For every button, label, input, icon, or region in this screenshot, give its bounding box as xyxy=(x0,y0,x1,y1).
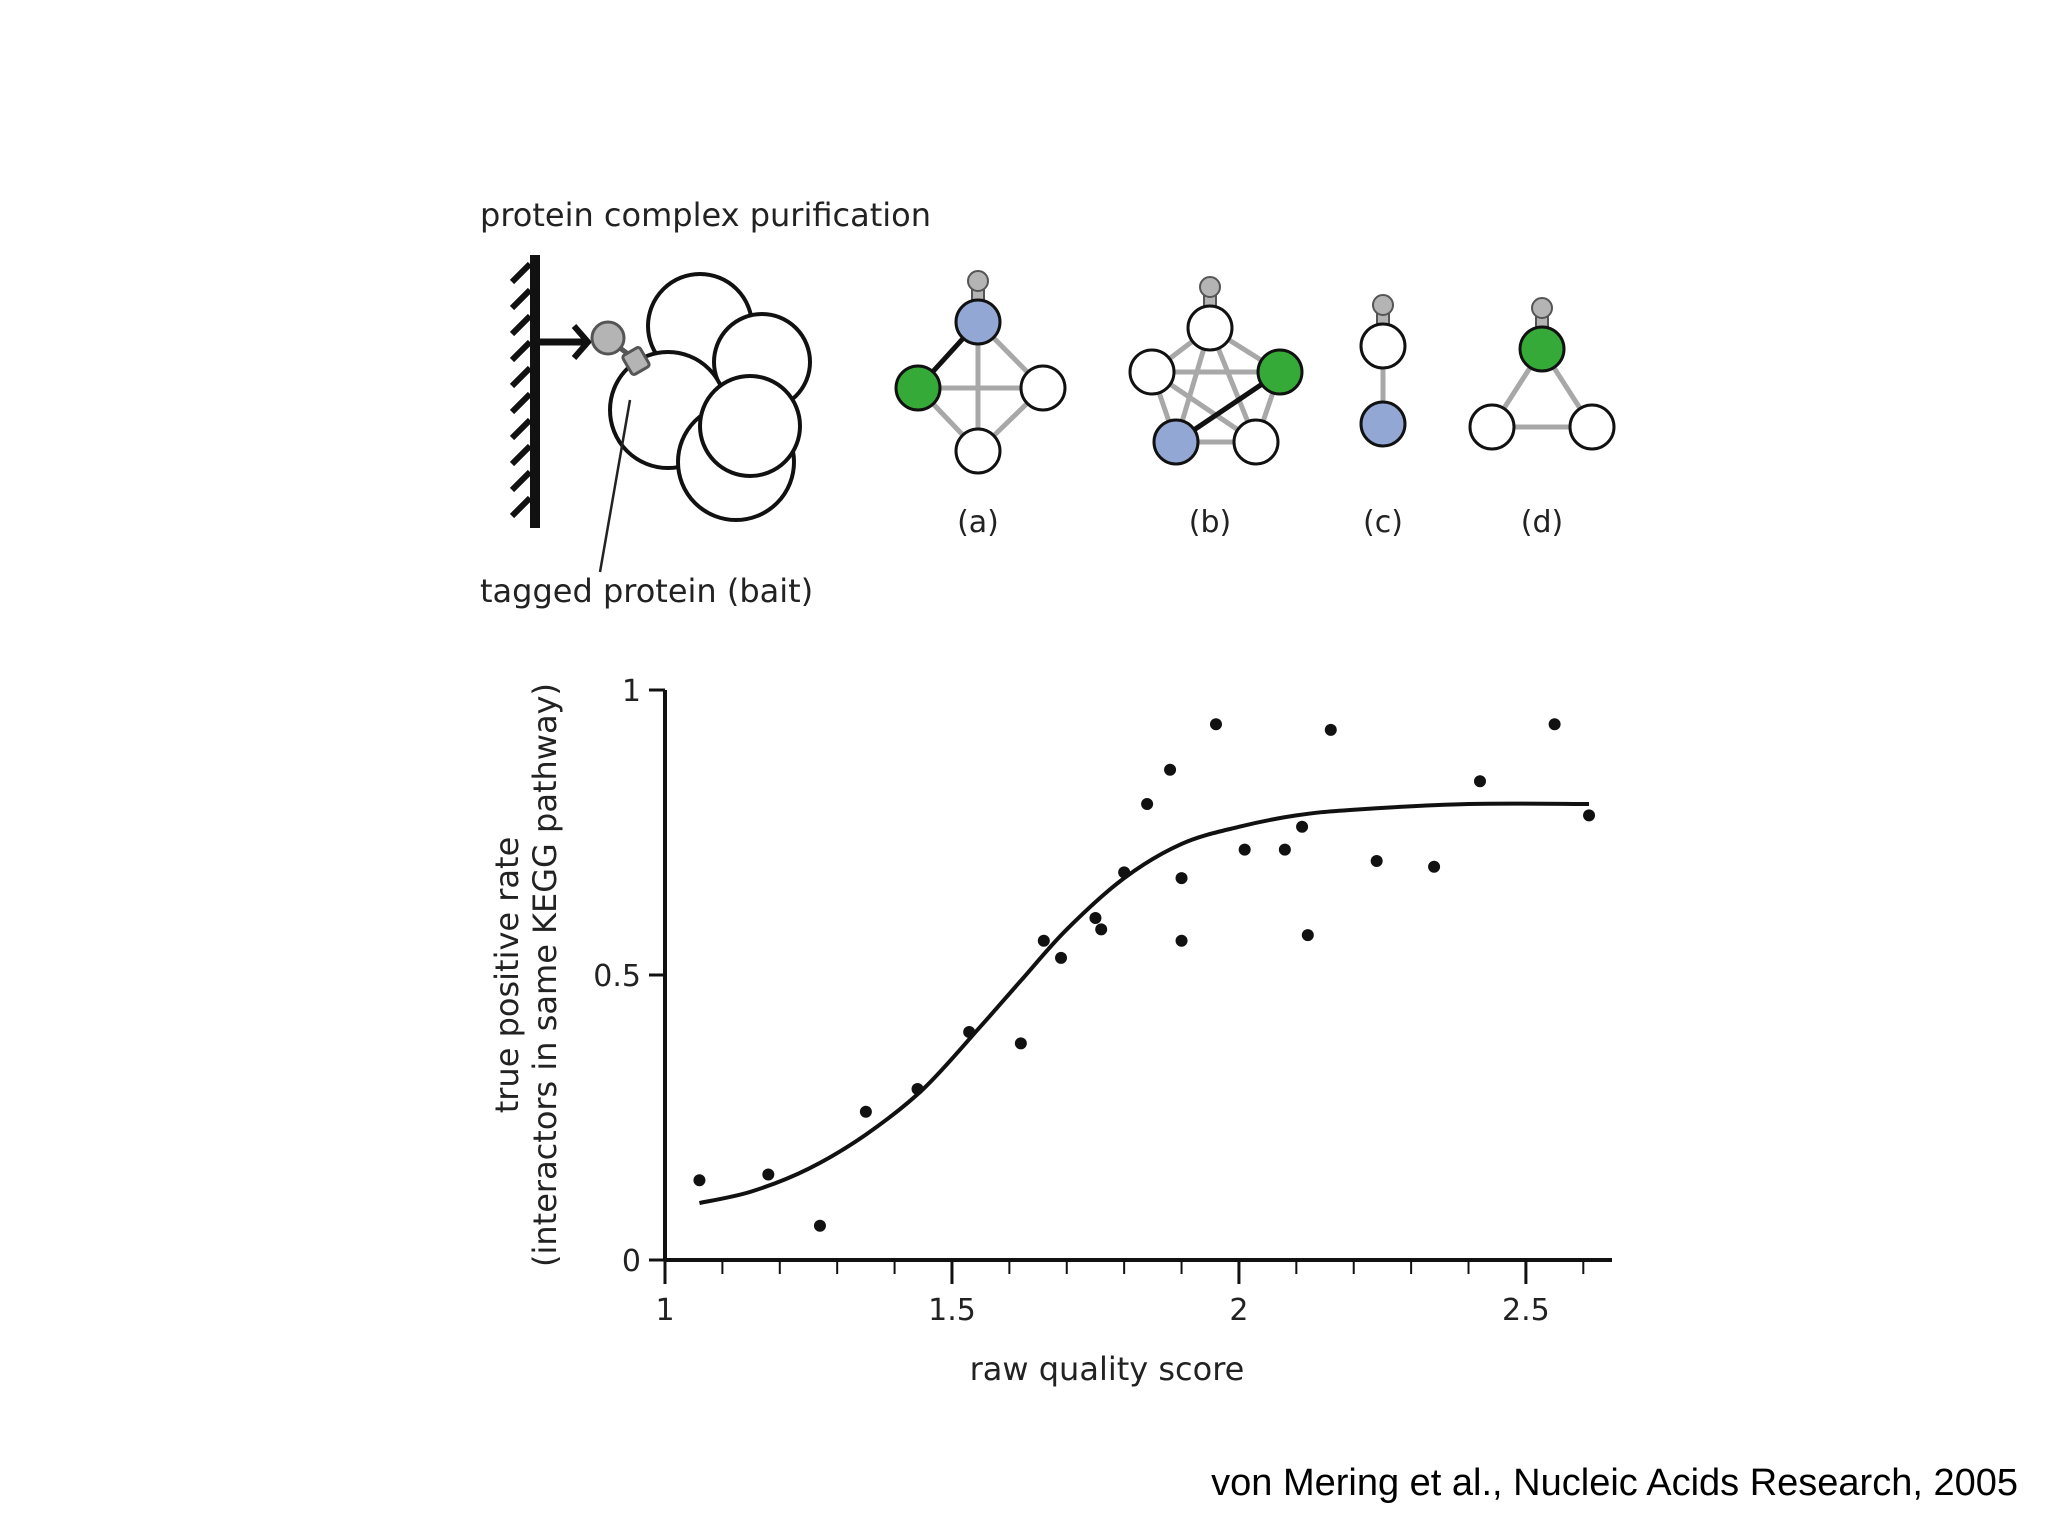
data-point xyxy=(1175,872,1188,885)
data-point xyxy=(963,1026,976,1038)
y-tick-label: 0.5 xyxy=(593,959,641,994)
data-points xyxy=(693,718,1596,1232)
diagram-title: protein complex purification xyxy=(480,196,931,234)
data-point xyxy=(1548,718,1561,731)
x-tick-label: 2 xyxy=(1229,1293,1248,1328)
data-point xyxy=(1209,718,1222,731)
data-point xyxy=(1583,809,1596,822)
x-tick-label: 2.5 xyxy=(1502,1293,1550,1328)
data-point xyxy=(859,1105,872,1118)
data-point xyxy=(762,1168,775,1181)
y-tick-label: 0 xyxy=(622,1244,641,1279)
data-point xyxy=(1095,923,1108,936)
y-tick-label: 1 xyxy=(622,674,641,709)
data-point xyxy=(1238,843,1251,856)
y-axis-label-line2: (interactors in same KEGG pathway) xyxy=(526,683,564,1267)
data-point xyxy=(1141,798,1154,810)
data-point xyxy=(693,1174,706,1187)
data-point xyxy=(1301,929,1314,942)
data-point xyxy=(1118,866,1131,879)
bait-pointer-line xyxy=(598,399,632,573)
complex-panel-a xyxy=(894,270,1067,475)
y-ticks: 00.51 xyxy=(593,674,665,1279)
panel-label-d: (d) xyxy=(1521,505,1563,540)
bait-label: tagged protein (bait) xyxy=(480,572,813,610)
x-axis-label: raw quality score xyxy=(970,1350,1245,1388)
scatter-chart: 1 1.5 2 2.5 00.51 raw quality score true po… xyxy=(488,674,1612,1388)
data-point xyxy=(911,1083,924,1095)
data-point xyxy=(1089,912,1102,924)
data-point xyxy=(1324,723,1337,736)
data-point xyxy=(1473,775,1486,788)
support-wall xyxy=(509,255,592,528)
y-axis-label-line1: true positive rate xyxy=(488,837,526,1114)
fit-curve xyxy=(699,801,1590,1205)
panel-label-c: (c) xyxy=(1363,505,1403,540)
bait-tag-icon xyxy=(590,320,651,376)
data-point xyxy=(1175,934,1188,947)
panel-label-a: (a) xyxy=(957,505,999,540)
data-point xyxy=(813,1219,826,1232)
data-point xyxy=(1037,934,1050,947)
complex-panel-d xyxy=(1468,297,1616,451)
panel-label-b: (b) xyxy=(1189,505,1231,540)
data-point xyxy=(1055,951,1068,964)
data-point xyxy=(1164,763,1177,776)
complex-panel-c xyxy=(1359,294,1407,448)
protein-complex xyxy=(608,272,812,522)
x-ticks: 1 1.5 2 2.5 xyxy=(655,1260,1585,1328)
data-point xyxy=(1296,820,1309,833)
complex-panel-b xyxy=(1128,276,1304,466)
data-point xyxy=(1428,860,1441,873)
y-axis-label: true positive rate (interactors in same … xyxy=(488,683,564,1267)
x-tick-label: 1.5 xyxy=(928,1293,976,1328)
data-point xyxy=(1014,1037,1027,1050)
data-point xyxy=(1370,855,1383,867)
data-point xyxy=(1278,843,1291,856)
citation: von Mering et al., Nucleic Acids Researc… xyxy=(1211,1462,2018,1504)
x-tick-label: 1 xyxy=(655,1293,674,1328)
